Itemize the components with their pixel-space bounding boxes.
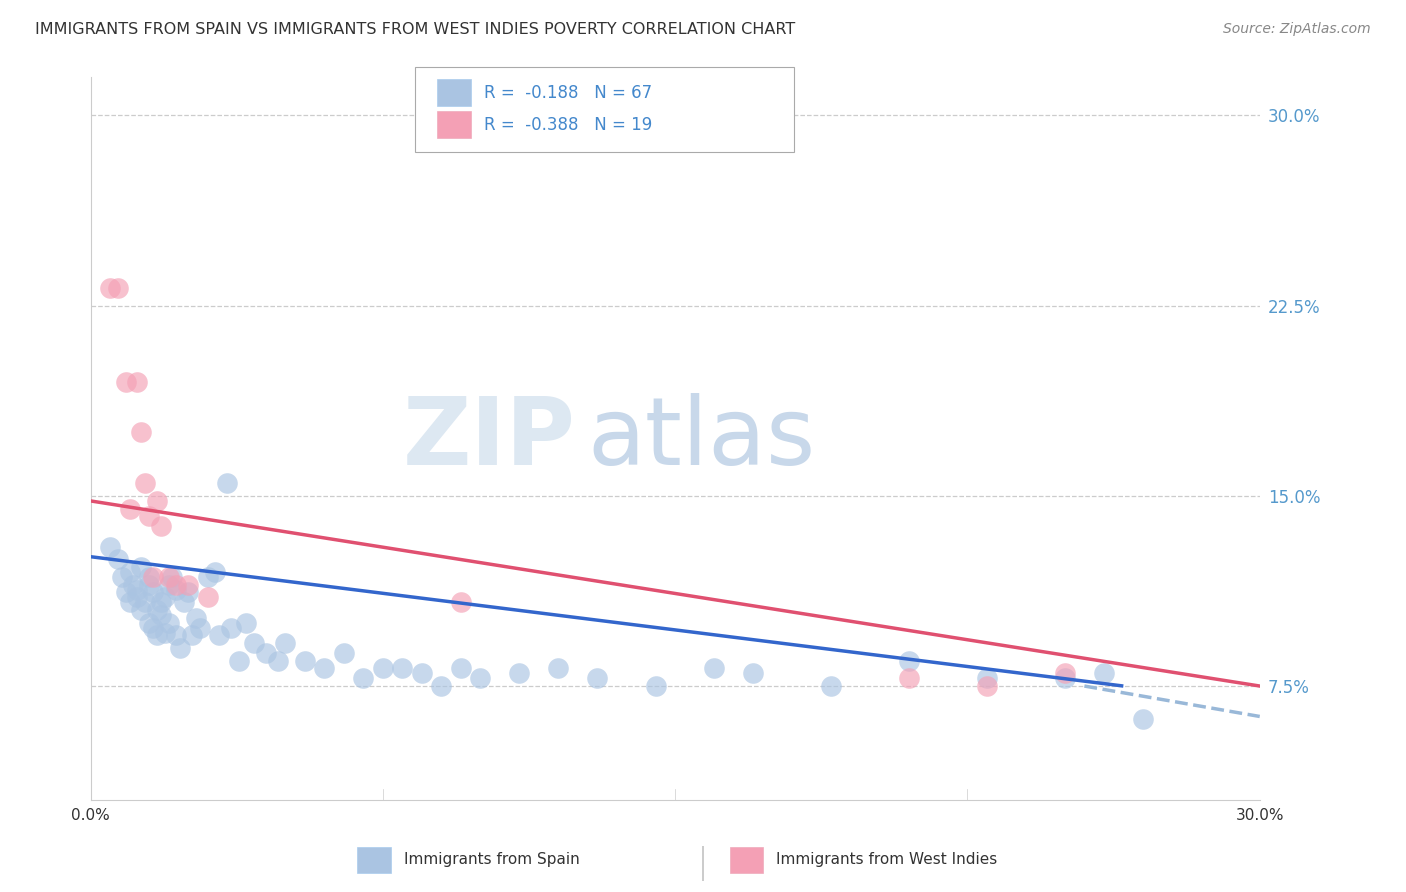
Point [157, 577, 180, 591]
Point [235, 615, 257, 630]
Text: Immigrants from Spain: Immigrants from Spain [404, 853, 579, 867]
Point [153, 625, 176, 640]
Point [547, 661, 569, 675]
Point [134, 476, 156, 491]
Point [208, 628, 231, 642]
Point [149, 595, 172, 609]
Text: atlas: atlas [588, 392, 815, 484]
Point [118, 501, 141, 516]
Point [411, 666, 433, 681]
Point [142, 585, 165, 599]
Point [129, 603, 152, 617]
Point [188, 621, 211, 635]
Point [138, 577, 160, 591]
Point [197, 570, 219, 584]
Point [333, 646, 356, 660]
Point [114, 585, 136, 599]
Point [129, 559, 152, 574]
Point [146, 603, 169, 617]
Point [165, 577, 187, 591]
Point [111, 570, 134, 584]
Point [274, 636, 297, 650]
Point [138, 570, 160, 584]
Point [177, 577, 200, 591]
Point [1053, 672, 1076, 686]
Point [228, 654, 250, 668]
Point [169, 640, 191, 655]
Point [138, 615, 160, 630]
Point [107, 281, 129, 295]
Point [127, 582, 149, 597]
Point [243, 636, 266, 650]
Point [114, 375, 136, 389]
Point [898, 672, 921, 686]
Point [820, 679, 842, 693]
Point [142, 621, 165, 635]
Point [508, 666, 530, 681]
Point [134, 595, 156, 609]
Text: IMMIGRANTS FROM SPAIN VS IMMIGRANTS FROM WEST INDIES POVERTY CORRELATION CHART: IMMIGRANTS FROM SPAIN VS IMMIGRANTS FROM… [35, 22, 796, 37]
Point [149, 519, 172, 533]
Point [352, 672, 374, 686]
Point [391, 661, 413, 675]
Point [976, 672, 998, 686]
Point [430, 679, 453, 693]
Point [146, 628, 169, 642]
Point [157, 570, 180, 584]
Point [204, 565, 226, 579]
Point [703, 661, 725, 675]
Point [254, 646, 277, 660]
Point [181, 628, 204, 642]
Text: R =  -0.188   N = 67: R = -0.188 N = 67 [484, 84, 652, 102]
Point [165, 582, 187, 597]
Point [586, 672, 609, 686]
Point [1132, 712, 1154, 726]
Point [127, 375, 149, 389]
Point [149, 607, 172, 622]
Point [450, 661, 472, 675]
Text: Immigrants from West Indies: Immigrants from West Indies [776, 853, 997, 867]
Point [215, 476, 238, 491]
Point [118, 595, 141, 609]
Point [142, 570, 165, 584]
Point [98, 540, 121, 554]
Point [197, 591, 219, 605]
Text: Source: ZipAtlas.com: Source: ZipAtlas.com [1223, 22, 1371, 37]
Point [450, 595, 472, 609]
Point [129, 425, 152, 440]
Point [266, 654, 288, 668]
Point [157, 615, 180, 630]
Point [1053, 666, 1076, 681]
Point [898, 654, 921, 668]
Point [127, 591, 149, 605]
Point [153, 591, 176, 605]
Point [122, 577, 145, 591]
Text: R =  -0.388   N = 19: R = -0.388 N = 19 [484, 116, 652, 134]
Point [177, 585, 200, 599]
Point [118, 565, 141, 579]
Point [976, 679, 998, 693]
Point [138, 509, 160, 524]
Point [314, 661, 336, 675]
Point [1092, 666, 1115, 681]
Point [162, 570, 184, 584]
Point [98, 281, 121, 295]
Point [742, 666, 765, 681]
Point [146, 494, 169, 508]
Point [371, 661, 394, 675]
Point [173, 595, 195, 609]
Point [184, 610, 207, 624]
Point [470, 672, 492, 686]
Point [294, 654, 316, 668]
Point [219, 621, 242, 635]
Point [165, 628, 187, 642]
Point [107, 552, 129, 566]
Text: ZIP: ZIP [404, 392, 576, 484]
Point [644, 679, 666, 693]
